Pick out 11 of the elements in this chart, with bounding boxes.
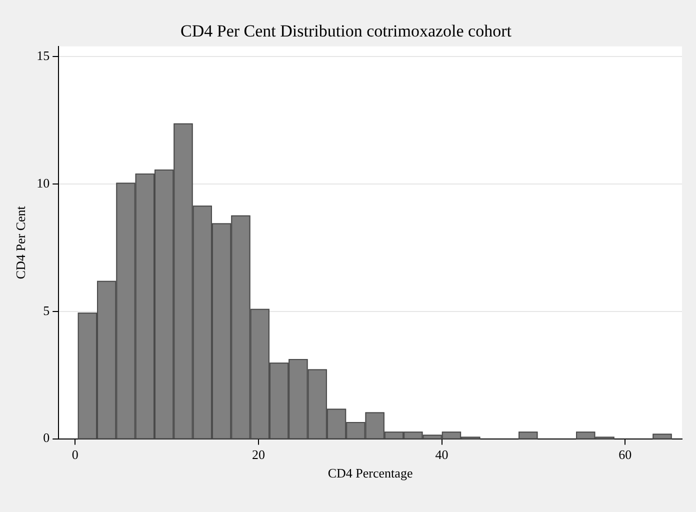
x-tick-label: 0 — [72, 447, 78, 462]
y-tick-label: 15 — [36, 48, 50, 64]
x-tick-label: 40 — [435, 447, 448, 462]
x-tick-label: 20 — [252, 447, 265, 462]
y-tick-label: 10 — [36, 175, 50, 190]
y-axis-title: CD4 Per Cent — [13, 206, 28, 280]
y-tick-label: 0 — [43, 430, 50, 446]
x-tick-label: 60 — [618, 447, 632, 462]
y-tick-label: 5 — [43, 302, 50, 318]
x-axis-title: CD4 Percentage — [328, 466, 413, 481]
chart-title: CD4 Per Cent Distribution cotrimoxazole cohort — [180, 22, 512, 41]
